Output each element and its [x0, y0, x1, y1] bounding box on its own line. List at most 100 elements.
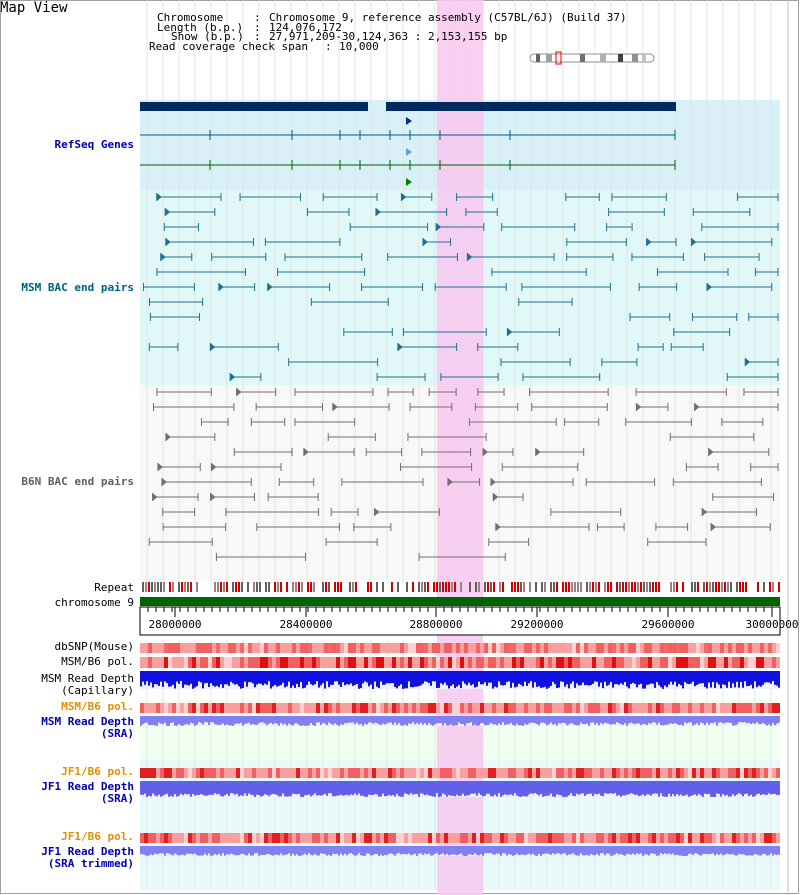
depth-bar	[748, 716, 750, 723]
depth-bar	[384, 781, 386, 797]
repeat-mark	[598, 582, 600, 592]
depth-bar	[594, 846, 596, 856]
polymorphism-cell	[200, 657, 204, 668]
depth-bar	[496, 716, 498, 726]
polymorphism-cell	[232, 768, 236, 778]
polymorphism-cell	[588, 643, 592, 653]
polymorphism-cell	[204, 703, 208, 713]
depth-bar	[524, 846, 526, 856]
depth-bar	[744, 781, 746, 794]
depth-bar	[454, 671, 456, 689]
depth-bar	[398, 846, 400, 854]
depth-bar	[744, 671, 746, 682]
depth-bar	[142, 716, 144, 725]
depth-bar	[194, 716, 196, 726]
depth-bar	[162, 671, 164, 687]
depth-bar	[244, 671, 246, 682]
depth-bar	[354, 846, 356, 856]
depth-bar	[464, 846, 466, 856]
polymorphism-cell	[640, 703, 644, 713]
polymorphism-cell	[432, 833, 436, 843]
bac-arrow	[483, 448, 489, 456]
polymorphism-cell	[172, 703, 176, 713]
polymorphism-cell	[204, 643, 208, 653]
depth-bar	[728, 781, 730, 797]
depth-bar	[202, 671, 204, 689]
polymorphism-cell	[468, 643, 472, 653]
depth-bar	[414, 671, 416, 687]
polymorphism-cell	[564, 643, 568, 653]
polymorphism-cell	[292, 833, 296, 843]
repeat-mark	[586, 582, 588, 592]
depth-bar	[396, 846, 398, 854]
depth-bar	[200, 716, 202, 723]
polymorphism-cell	[376, 768, 380, 778]
bac-arrow	[165, 208, 171, 216]
depth-bar	[734, 716, 736, 726]
depth-bar	[356, 846, 358, 856]
depth-bar	[516, 671, 518, 687]
depth-bar	[198, 781, 200, 795]
track-label-b6n-bac[interactable]: B6N BAC end pairs	[21, 475, 134, 488]
track-label-msm-bac[interactable]: MSM BAC end pairs	[21, 281, 134, 294]
depth-bar	[410, 781, 412, 794]
depth-bar	[746, 846, 748, 856]
bac-arrow	[636, 403, 642, 411]
repeat-mark	[337, 582, 339, 592]
polymorphism-cell	[728, 657, 732, 668]
repeat-mark	[298, 582, 300, 592]
polymorphism-cell	[180, 703, 184, 713]
depth-bar	[382, 846, 384, 856]
depth-bar	[244, 781, 246, 794]
depth-bar	[756, 671, 758, 688]
depth-bar	[452, 716, 454, 726]
depth-bar	[456, 716, 458, 726]
depth-bar	[466, 781, 468, 796]
polymorphism-cell	[492, 768, 496, 778]
polymorphism-cell	[680, 643, 684, 653]
depth-bar	[284, 671, 286, 688]
repeat-mark	[697, 582, 699, 592]
depth-bar	[692, 716, 694, 726]
info-chromosome-key: Chromosome	[157, 11, 224, 24]
polymorphism-cell	[416, 833, 420, 843]
polymorphism-cell	[236, 703, 240, 713]
depth-bar	[468, 671, 470, 683]
depth-bar	[524, 716, 526, 724]
repeat-mark	[646, 582, 648, 592]
depth-bar	[212, 716, 214, 723]
polymorphism-cell	[532, 657, 536, 668]
polymorphism-cell	[720, 768, 724, 778]
repeat-mark	[196, 582, 198, 592]
depth-bar	[284, 716, 286, 724]
polymorphism-cell	[244, 657, 248, 668]
depth-bar	[356, 716, 358, 723]
depth-bar	[702, 781, 704, 797]
depth-bar	[654, 671, 656, 688]
depth-bar	[392, 781, 394, 796]
depth-bar	[326, 716, 328, 726]
depth-bar	[162, 716, 164, 725]
depth-bar	[294, 781, 296, 795]
depth-bar	[642, 846, 644, 856]
depth-bar	[270, 671, 272, 689]
polymorphism-cell	[544, 768, 548, 778]
depth-bar	[402, 846, 404, 855]
repeat-mark	[769, 582, 771, 592]
depth-bar	[540, 846, 542, 856]
track-label-refseq[interactable]: RefSeq Genes	[54, 138, 134, 151]
depth-bar	[392, 846, 394, 855]
depth-bar	[412, 716, 414, 723]
polymorphism-cell	[180, 768, 184, 778]
depth-bar	[424, 671, 426, 682]
depth-bar	[220, 846, 222, 856]
depth-bar	[488, 781, 490, 794]
depth-bar	[446, 671, 448, 686]
depth-bar	[498, 846, 500, 854]
polymorphism-cell	[536, 833, 540, 843]
polymorphism-cell	[748, 657, 752, 668]
depth-bar	[244, 716, 246, 724]
depth-bar	[492, 716, 494, 725]
polymorphism-cell	[312, 657, 316, 668]
